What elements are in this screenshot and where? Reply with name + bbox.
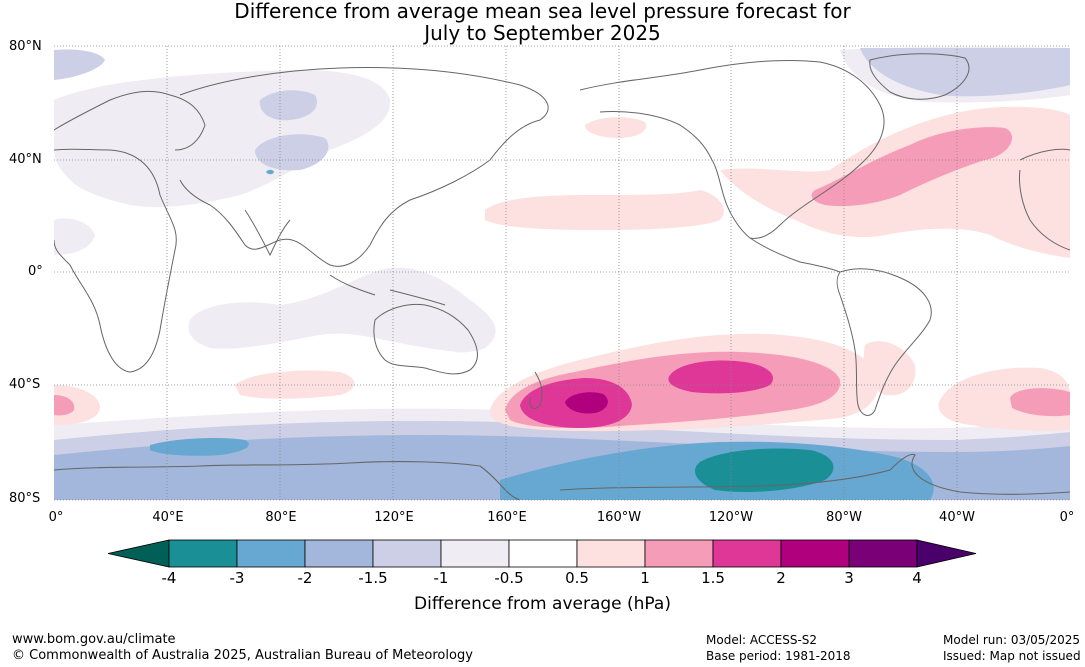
lat-label-eq: 0°	[28, 264, 43, 279]
colorbar-swatch	[712, 539, 782, 568]
colorbar-arrow-low	[107, 539, 170, 568]
footer-model: Model: ACCESS-S2	[706, 633, 818, 647]
anomaly-central-asia-blue	[255, 134, 329, 171]
colorbar-swatch	[440, 539, 510, 568]
graticule	[54, 45, 1070, 501]
maritime-continent-outline	[329, 274, 446, 306]
lon-label-0-end: 0°	[1059, 510, 1075, 525]
south-america-outline	[836, 268, 932, 416]
colorbar-swatch	[576, 539, 646, 568]
colorbar-swatch	[780, 539, 850, 568]
east-africa-outline	[1019, 148, 1070, 251]
anomaly-west-africa-light	[54, 218, 95, 255]
footer-issued: Issued: Map not issued	[943, 649, 1081, 663]
india-outline	[244, 209, 291, 257]
lon-label-120e: 120°E	[374, 510, 414, 525]
map-title-line2: July to September 2025	[424, 21, 661, 45]
new-zealand-outline	[529, 371, 543, 409]
lon-label-40e: 40°E	[152, 510, 184, 525]
anomaly-south-pacific-core	[565, 392, 608, 414]
colorbar-tick-label: 1	[640, 569, 650, 587]
lat-label-80s: 80°S	[9, 491, 41, 506]
footer-base-period: Base period: 1981-2018	[706, 649, 851, 663]
lon-label-0: 0°	[48, 510, 64, 525]
colorbar-swatch	[508, 539, 578, 568]
anomaly-south-atlantic-pink	[1010, 388, 1070, 417]
anomaly-arctic-east	[860, 48, 1070, 97]
north-america-outline	[579, 59, 885, 239]
colorbar-tick-label: 1.5	[701, 569, 725, 587]
colorbar-title: Difference from average (hPa)	[414, 594, 671, 614]
anomaly-siberia-blue	[259, 90, 318, 121]
anomaly-amundsen-low	[695, 448, 834, 492]
lon-label-80w: 80°W	[826, 510, 862, 525]
footer-website: www.bom.gov.au/climate	[12, 632, 176, 647]
colorbar-tick-label: -3	[229, 569, 245, 587]
central-america-outline	[749, 237, 841, 273]
colorbar-swatch	[848, 539, 918, 568]
map-layers	[54, 46, 1070, 500]
colorbar-tick-label: 2	[776, 569, 786, 587]
colorbar-tick-label: 4	[912, 569, 922, 587]
anomaly-arctic-west	[54, 49, 105, 80]
antarctica-coastline	[54, 453, 1070, 500]
colorbar-swatch	[168, 539, 238, 568]
anomaly-south-pacific-magenta-east	[668, 360, 773, 394]
colorbar-tick-label: -2	[297, 569, 313, 587]
anomaly-north-pacific-pale	[485, 190, 724, 230]
footer-model-run: Model run: 03/05/2025	[943, 633, 1081, 647]
anomaly-north-atlantic-pink	[811, 127, 1013, 207]
lon-label-40w: 40°W	[939, 510, 975, 525]
asia-outline	[179, 67, 549, 267]
anomaly-indian-ocean-light	[188, 267, 496, 352]
anomaly-australia-light	[436, 308, 490, 353]
lat-label-80n: 80°N	[9, 39, 42, 54]
colorbar-tick-label: 0.5	[565, 569, 589, 587]
lon-label-120w: 120°W	[708, 510, 754, 525]
colorbar-tick-label: -1	[433, 569, 449, 587]
colorbar-arrow-high	[916, 539, 977, 568]
lon-label-80e: 80°E	[265, 510, 297, 525]
coastlines	[54, 53, 1070, 416]
colorbar-swatch	[644, 539, 714, 568]
colorbar-tick-label: -1.5	[358, 569, 388, 587]
colorbar-tick-label: -4	[161, 569, 177, 587]
footer-copyright: © Commonwealth of Australia 2025, Austra…	[12, 648, 473, 663]
colorbar-tick-label: -0.5	[494, 569, 524, 587]
anomaly-south-indian-blue	[150, 437, 249, 456]
colorbar	[107, 539, 977, 568]
anomaly-west-edge-pale	[54, 385, 100, 425]
anomaly-alaska-pale	[585, 117, 647, 138]
greenland-outline	[869, 53, 970, 100]
lat-label-40s: 40°S	[9, 377, 41, 392]
australia-outline	[373, 303, 478, 375]
map-title-line1: Difference from average mean sea level p…	[234, 0, 851, 23]
anomaly-tibet-dot	[266, 169, 274, 175]
colorbar-swatch	[236, 539, 306, 568]
africa-outline	[54, 148, 177, 373]
anomaly-west-edge-pink	[54, 395, 75, 416]
colorbar-tick-label: 3	[844, 569, 854, 587]
lon-label-160e: 160°E	[487, 510, 527, 525]
colorbar-swatch	[372, 539, 442, 568]
europe-outline	[54, 90, 206, 151]
lat-label-40n: 40°N	[9, 152, 42, 167]
colorbar-swatch	[304, 539, 374, 568]
lon-label-160w: 160°W	[596, 510, 642, 525]
